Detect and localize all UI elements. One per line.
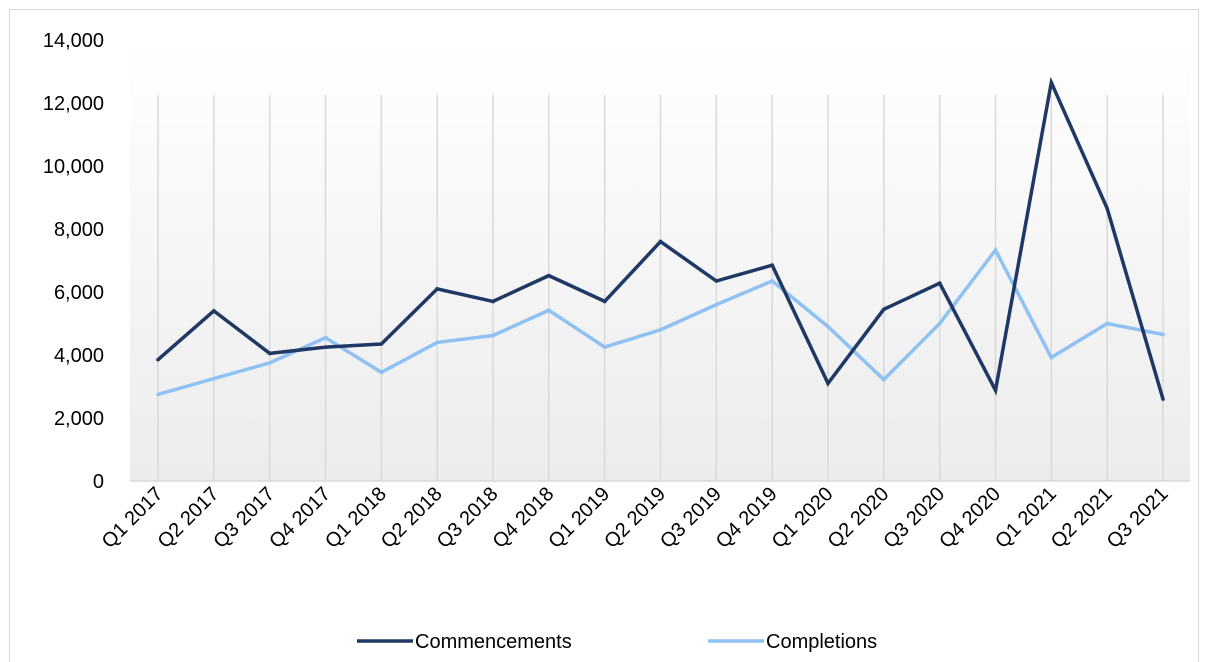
x-tick-label: Q1 2017: [98, 483, 168, 553]
x-tick-label: Q3 2017: [209, 483, 279, 553]
x-tick-label: Q2 2019: [600, 483, 670, 553]
y-tick-label: 8,000: [54, 219, 104, 241]
data-point-completions: [156, 392, 160, 397]
data-point-commencements: [491, 299, 495, 304]
y-tick-label: 6,000: [54, 282, 104, 304]
data-point-completions: [602, 345, 607, 349]
x-tick-label: Q4 2018: [489, 483, 559, 553]
x-tick-label: Q3 2019: [656, 483, 726, 553]
x-tick-label: Q4 2019: [712, 483, 782, 553]
data-point-commencements: [1049, 80, 1054, 85]
data-point-completions: [993, 248, 998, 252]
data-point-completions: [491, 333, 495, 338]
data-point-completions: [658, 328, 663, 332]
data-point-commencements: [435, 287, 439, 291]
x-tick-label: Q3 2021: [1103, 483, 1173, 553]
data-point-completions: [937, 321, 942, 326]
data-point-completions: [435, 340, 439, 345]
data-point-commencements: [323, 345, 328, 349]
data-point-completions: [267, 361, 272, 365]
y-tick-label: 12,000: [43, 93, 104, 115]
data-point-completions: [547, 308, 551, 313]
data-point-commencements: [882, 307, 886, 312]
data-point-commencements: [1161, 397, 1165, 401]
data-point-commencements: [547, 273, 551, 278]
x-tick-label: Q4 2017: [265, 483, 335, 553]
data-point-completions: [1161, 332, 1165, 337]
data-point-commencements: [714, 279, 719, 283]
x-tick-label: Q4 2020: [935, 483, 1005, 553]
x-tick-label: Q1 2019: [544, 483, 614, 553]
data-point-completions: [770, 279, 774, 283]
data-point-commencements: [1105, 206, 1109, 211]
data-point-commencements: [770, 263, 774, 268]
x-tick-label: Q1 2018: [321, 483, 391, 553]
data-point-commencements: [937, 281, 942, 285]
y-tick-label: 14,000: [43, 30, 104, 52]
y-tick-label: 4,000: [54, 345, 104, 367]
data-point-commencements: [658, 239, 663, 244]
chart-frame: [9, 9, 1199, 662]
data-point-completions: [826, 324, 830, 329]
x-tick-label: Q3 2020: [879, 483, 949, 553]
data-point-commencements: [602, 299, 607, 304]
legend: Commencements Completions: [357, 631, 877, 653]
x-tick-label: Q1 2020: [768, 483, 838, 553]
x-tick-label: Q2 2020: [824, 483, 894, 553]
x-tick-label: Q2 2021: [1047, 483, 1117, 553]
data-point-completions: [323, 335, 328, 340]
x-tick-label: Q2 2017: [154, 483, 224, 553]
legend-label-commencements: Commencements: [415, 631, 572, 653]
y-tick-label: 0: [93, 471, 104, 493]
data-point-completions: [1049, 355, 1054, 360]
series-layer: [156, 76, 1165, 401]
data-point-commencements: [156, 357, 160, 362]
x-tick-label: Q1 2021: [991, 483, 1061, 553]
data-point-completions: [212, 376, 216, 381]
x-tick-label: Q3 2018: [433, 483, 503, 553]
data-point-commencements: [212, 309, 216, 313]
grid-layer: [157, 95, 1164, 481]
legend-label-completions: Completions: [766, 631, 877, 653]
y-tick-label: 2,000: [54, 408, 104, 430]
data-point-completions: [714, 302, 719, 307]
y-tick-label: 10,000: [43, 156, 104, 178]
data-point-completions: [882, 377, 886, 382]
data-point-commencements: [826, 381, 830, 386]
data-point-commencements: [993, 388, 998, 393]
x-tick-label: Q2 2018: [377, 483, 447, 553]
data-point-commencements: [379, 342, 384, 346]
data-point-completions: [1105, 321, 1109, 326]
data-point-commencements: [267, 351, 272, 356]
data-point-completions: [379, 370, 384, 375]
